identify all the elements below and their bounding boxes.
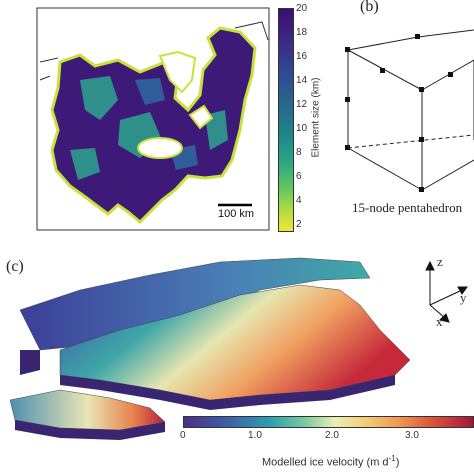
axis-label-x: x	[436, 314, 443, 329]
ice-shelf-front-wall	[60, 375, 395, 410]
panel-b-label: (b)	[360, 0, 379, 15]
map-patch-teal	[70, 148, 100, 180]
colorbar-c-tick: 1.0	[248, 430, 262, 441]
colorbar-c-label-text: Modelled ice velocity (m d	[262, 456, 389, 469]
colorbar-a-tick: 14	[296, 75, 308, 86]
colorbar-c-label-sup: -1	[388, 454, 396, 463]
pentahedron-caption: 15-node pentahedron	[352, 200, 463, 215]
pentahedron-diagram	[345, 29, 474, 192]
ice-shelf-small-wall	[15, 420, 165, 440]
pentahedron-nodes	[345, 34, 453, 192]
coastline	[39, 21, 269, 81]
colorbar-a-tick: 4	[296, 195, 302, 206]
colorbar-c-tick: 2.0	[325, 430, 339, 441]
colorbar-a-tick: 18	[296, 27, 308, 38]
panel-b-pentahedron: (b) 15-node pentahedron	[340, 0, 474, 250]
axis-label-y: y	[460, 290, 467, 305]
colorbar-a-ticks: 20 18 16 14 12 10 8 6 4 2	[296, 3, 318, 235]
ice-shelf-main-region	[59, 284, 411, 401]
map-island	[158, 50, 197, 94]
map-patch-blue	[135, 78, 165, 105]
map-island	[137, 137, 183, 159]
coordinate-axes	[425, 260, 468, 323]
colorbar-a-tick: 6	[296, 171, 302, 182]
colorbar-a-label: Element size (km)	[310, 77, 322, 158]
panel-c-label: (c)	[6, 258, 24, 275]
colorbar-a-tick: 20	[296, 3, 308, 14]
ice-velocity-colorbar	[183, 416, 474, 428]
colorbar-c-tick: 3.0	[405, 430, 419, 441]
map-patch-teal	[80, 76, 118, 120]
panel-c-ice-velocity: (c)	[0, 250, 474, 474]
axis-label-z: z	[437, 254, 443, 269]
colorbar-a-tick: 10	[296, 123, 308, 134]
colorbar-c-label-end: )	[395, 456, 400, 469]
colorbar-c-tick: 0	[180, 430, 186, 441]
map-island	[188, 104, 214, 130]
colorbar-a-tick: 12	[296, 99, 308, 110]
element-size-map	[36, 7, 270, 231]
colorbar-a-tick: 8	[296, 147, 302, 158]
colorbar-a-tick: 2	[296, 219, 302, 230]
ice-shelf-back-wall	[20, 350, 40, 375]
scale-bar-label: 100 km	[218, 208, 255, 220]
element-size-colorbar	[278, 8, 294, 232]
colorbar-c-label: Modelled ice velocity (m d-1)	[262, 454, 399, 469]
colorbar-a-tick: 16	[296, 51, 308, 62]
ice-velocity-3d-view	[9, 257, 468, 440]
panel-a-element-size-map: 100 km 20 18 16 14 12 10 8 6 4 2 Element…	[0, 0, 340, 250]
